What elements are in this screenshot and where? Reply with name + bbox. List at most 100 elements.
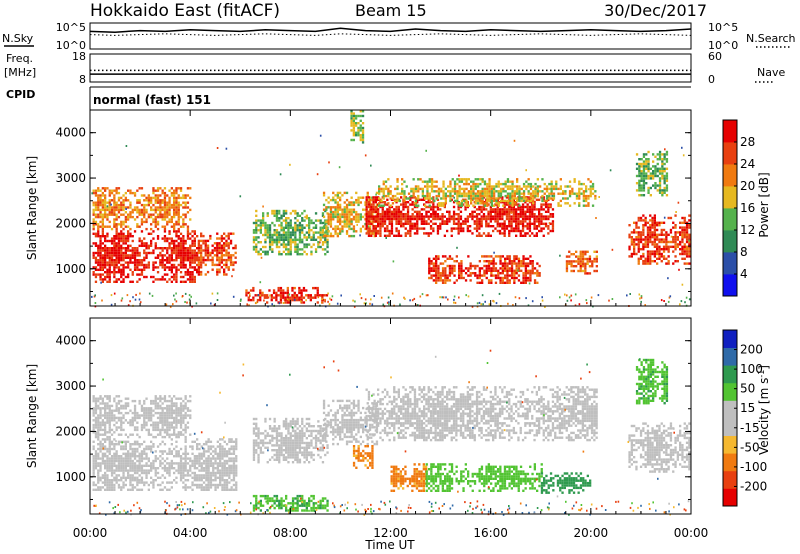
velocity-cell <box>99 440 102 443</box>
power-cell <box>271 233 274 237</box>
power-cell <box>396 199 399 203</box>
power-cell <box>355 191 358 195</box>
power-colorbar-label: Power [dB] <box>757 172 771 237</box>
power-cell <box>189 237 192 240</box>
power-cell <box>557 204 560 207</box>
power-cell <box>513 260 516 263</box>
power-cell <box>382 194 385 198</box>
power-cell <box>506 267 509 270</box>
power-cell <box>175 251 178 255</box>
power-cell <box>179 249 183 252</box>
power-cell <box>365 205 368 209</box>
power-cell <box>469 279 472 282</box>
power-cell <box>679 240 682 244</box>
power-cell <box>503 232 506 235</box>
power-cell <box>490 187 493 191</box>
velocity-cell <box>110 483 114 487</box>
power-cell <box>527 199 530 203</box>
power-cell <box>517 227 520 230</box>
power-cbar-swatch <box>723 164 737 187</box>
velocity-cell <box>106 479 109 482</box>
nsky-line <box>89 27 692 33</box>
velocity-cell <box>150 462 153 465</box>
power-cell <box>168 237 171 240</box>
power-cell <box>653 221 656 224</box>
power-cell <box>566 185 569 188</box>
power-cell <box>494 203 497 206</box>
power-cell <box>681 245 684 248</box>
power-cell <box>646 262 650 265</box>
power-cell <box>517 205 520 209</box>
power-cell <box>521 234 525 237</box>
velocity-cell <box>92 440 95 443</box>
power-cell <box>460 187 464 191</box>
power-cell <box>175 196 178 200</box>
power-cell <box>271 241 274 244</box>
power-cell <box>127 263 130 267</box>
power-cell <box>175 271 178 274</box>
power-cell <box>578 204 581 207</box>
power-cell <box>524 210 527 213</box>
power-cell <box>108 201 111 204</box>
power-cell <box>653 228 656 232</box>
power-cell <box>127 215 130 219</box>
velocity-cell <box>110 488 114 491</box>
power-cell <box>430 185 434 188</box>
power-cell <box>92 254 95 257</box>
velocity-cell <box>140 459 144 463</box>
power-speckle <box>300 300 302 303</box>
power-cell <box>420 208 423 211</box>
power-cell <box>182 213 185 216</box>
power-cell <box>196 271 199 274</box>
power-cell <box>113 189 116 192</box>
velocity-cell <box>110 486 114 489</box>
power-cell <box>291 238 295 241</box>
power-cell <box>386 217 389 221</box>
power-cell <box>647 150 650 154</box>
power-cell <box>381 220 384 223</box>
power-cell <box>501 232 504 235</box>
velocity-cell <box>143 464 146 467</box>
power-cell <box>341 215 344 219</box>
power-cell <box>565 262 569 265</box>
power-cell <box>282 245 285 249</box>
power-cell <box>642 153 646 156</box>
power-cell <box>156 206 160 209</box>
power-cell <box>453 192 457 195</box>
power-cell <box>455 279 458 282</box>
power-cell <box>472 194 475 198</box>
power-cell <box>430 260 433 263</box>
power-cell <box>94 215 98 219</box>
power-cell <box>432 208 435 211</box>
power-cell <box>278 241 281 244</box>
power-cell <box>470 202 473 205</box>
power-cell <box>143 208 146 212</box>
power-cell <box>517 264 521 268</box>
power-cbar-tick-label: 28 <box>740 135 755 149</box>
power-cell <box>475 215 479 218</box>
power-cell <box>676 260 679 263</box>
power-cell <box>524 272 527 275</box>
power-cell <box>357 201 360 204</box>
power-cell <box>334 201 337 204</box>
power-cell <box>538 198 541 201</box>
power-cell <box>305 217 308 220</box>
power-cell <box>310 219 313 222</box>
power-cell <box>113 196 116 200</box>
velocity-cell <box>140 452 144 455</box>
power-cell <box>189 208 192 212</box>
power-cell <box>508 255 511 258</box>
power-cell <box>658 170 662 173</box>
power-cell <box>196 251 199 255</box>
power-cell <box>667 262 670 265</box>
power-cell <box>460 194 464 198</box>
power-cell <box>510 208 513 211</box>
power-cell <box>642 238 645 241</box>
power-cell <box>628 248 631 251</box>
power-speckle <box>278 302 281 305</box>
power-cell <box>364 208 367 211</box>
power-cell <box>482 196 486 199</box>
power-cell <box>271 250 274 253</box>
velocity-cell <box>131 474 134 477</box>
power-cell <box>377 222 380 225</box>
